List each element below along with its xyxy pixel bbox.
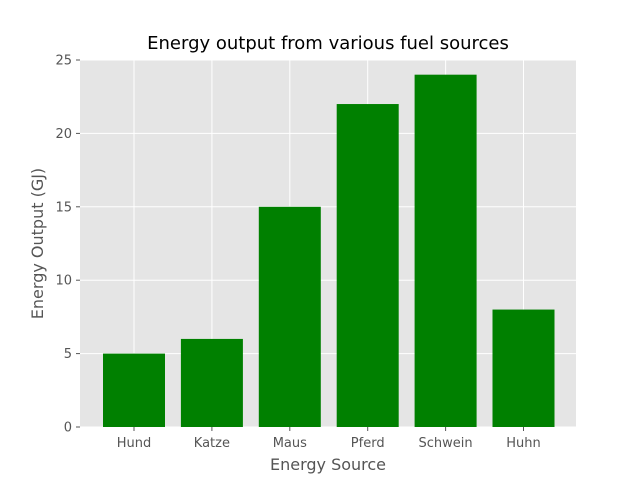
y-axis-ticks: 0 5 10 15 20 25 — [55, 54, 80, 436]
bar-huhn — [492, 309, 555, 427]
bars — [103, 74, 555, 428]
x-axis-label: Energy Source — [270, 455, 386, 474]
chart-title: Energy output from various fuel sources — [147, 33, 509, 54]
x-tick-label: Huhn — [506, 436, 541, 451]
x-tick-label: Schwein — [419, 436, 473, 451]
x-tick-label: Maus — [273, 436, 307, 451]
y-tick-label: 0 — [64, 421, 72, 436]
y-axis-label: Energy Output (GJ) — [28, 168, 47, 319]
x-tick-label: Pferd — [351, 436, 385, 451]
bar-hund — [103, 353, 165, 427]
bar-maus — [258, 206, 321, 427]
bar-katze — [180, 338, 243, 427]
bar-pferd — [336, 104, 399, 427]
bar-schwein — [414, 74, 477, 428]
y-tick-label: 20 — [55, 127, 72, 142]
x-axis-ticks: Hund Katze Maus Pferd Schwein Huhn — [117, 427, 541, 451]
x-tick-label: Hund — [117, 436, 152, 451]
y-tick-label: 15 — [55, 200, 72, 215]
y-tick-label: 5 — [64, 347, 72, 362]
x-tick-label: Katze — [194, 436, 230, 451]
y-tick-label: 10 — [55, 274, 72, 289]
y-tick-label: 25 — [55, 54, 72, 69]
